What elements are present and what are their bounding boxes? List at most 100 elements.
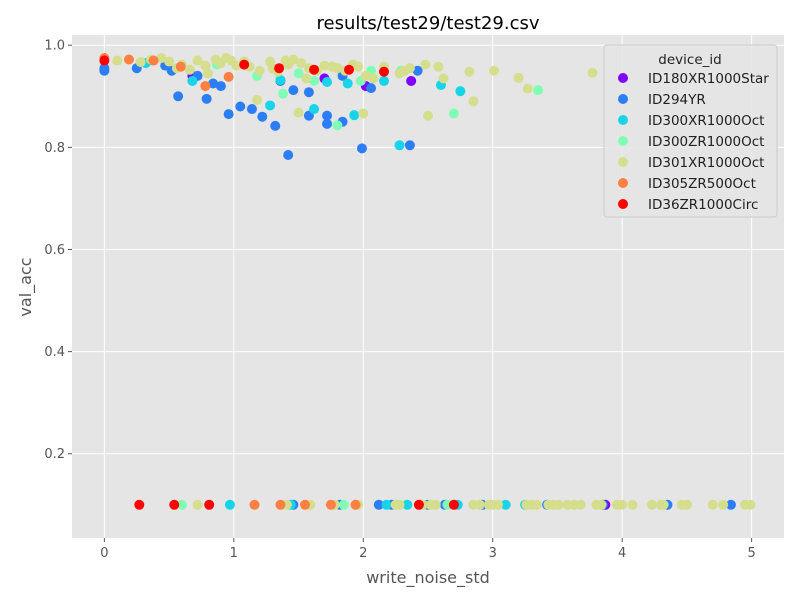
legend-marker <box>618 157 628 167</box>
data-point-id300zr1000oct <box>278 88 289 99</box>
data-point-id294yr <box>201 93 212 104</box>
data-point-id294yr <box>373 499 384 510</box>
data-point-id300zr1000oct <box>293 68 304 79</box>
data-point-id301xr1000oct <box>489 65 500 76</box>
data-point-id301xr1000oct <box>464 66 475 77</box>
legend-box <box>603 44 778 218</box>
data-point-id294yr <box>366 83 377 94</box>
data-point-id305zr500oct <box>350 499 361 510</box>
legend-marker <box>618 199 628 209</box>
y-tick-label: 0.6 <box>44 243 65 258</box>
data-points <box>99 52 756 510</box>
x-tick-label: 5 <box>747 546 755 561</box>
data-point-id301xr1000oct <box>617 499 628 510</box>
x-tick-label: 4 <box>618 546 626 561</box>
data-point-id305zr500oct <box>300 499 311 510</box>
legend-label: ID36ZR1000Circ <box>648 197 758 213</box>
legend-label: ID301XR1000Oct <box>648 155 764 171</box>
data-point-id301xr1000oct <box>474 499 485 510</box>
data-point-id294yr <box>215 81 226 92</box>
x-tick-label: 3 <box>489 546 497 561</box>
data-point-id301xr1000oct <box>164 56 175 67</box>
axis-ticks: 0 1 2 3 4 5 0.2 0.4 0.6 0.8 1.0 <box>44 39 755 561</box>
data-point-id305zr500oct <box>275 499 286 510</box>
data-point-id301xr1000oct <box>681 499 692 510</box>
data-point-id294yr <box>356 143 367 154</box>
data-point-id301xr1000oct <box>231 60 242 71</box>
data-point-id300xr1000oct <box>500 499 511 510</box>
data-point-id301xr1000oct <box>420 59 431 70</box>
data-point-id301xr1000oct <box>513 72 524 83</box>
data-point-id36zr1000circ <box>344 64 355 75</box>
data-point-id301xr1000oct <box>646 499 657 510</box>
data-point-id301xr1000oct <box>587 67 598 78</box>
data-point-id300xr1000oct <box>275 74 286 85</box>
data-point-id294yr <box>235 101 246 112</box>
data-point-id305zr500oct <box>123 54 134 65</box>
data-point-id300xr1000oct <box>322 76 333 87</box>
data-point-id300xr1000oct <box>349 110 360 121</box>
data-point-id305zr500oct <box>325 499 336 510</box>
data-point-id300xr1000oct <box>342 78 353 89</box>
data-point-id301xr1000oct <box>360 70 371 81</box>
data-point-id300xr1000oct <box>265 100 276 111</box>
data-point-id301xr1000oct <box>254 65 265 76</box>
data-point-id301xr1000oct <box>353 61 364 72</box>
data-point-id36zr1000circ <box>204 499 215 510</box>
data-point-id294yr <box>725 499 736 510</box>
data-point-id305zr500oct <box>148 55 159 66</box>
data-point-id305zr500oct <box>223 71 234 82</box>
data-point-id300zr1000oct <box>309 75 320 86</box>
data-point-id300zr1000oct <box>448 108 459 119</box>
data-point-id301xr1000oct <box>301 73 312 84</box>
data-point-id301xr1000oct <box>575 499 586 510</box>
data-point-id301xr1000oct <box>423 110 433 121</box>
data-point-id301xr1000oct <box>319 60 330 71</box>
chart-title: results/test29/test29.csv <box>316 13 539 34</box>
legend-entries: ID180XR1000Star ID294YR ID300XR1000Oct ID30… <box>618 71 769 213</box>
data-point-id36zr1000circ <box>134 499 145 510</box>
data-point-id301xr1000oct <box>658 499 669 510</box>
data-point-id301xr1000oct <box>112 55 123 66</box>
legend-label: ID305ZR500Oct <box>648 176 756 192</box>
data-point-id294yr <box>412 65 423 76</box>
data-point-id300xr1000oct <box>378 75 389 86</box>
data-point-id294yr <box>283 150 294 161</box>
data-point-id301xr1000oct <box>492 499 503 510</box>
x-tick-label: 2 <box>359 546 367 561</box>
legend-marker <box>618 115 628 125</box>
data-point-id301xr1000oct <box>332 63 343 74</box>
data-point-id305zr500oct <box>249 499 260 510</box>
y-axis-label: val_acc <box>16 257 36 316</box>
data-point-id301xr1000oct <box>358 108 369 119</box>
data-point-id301xr1000oct <box>438 73 449 84</box>
data-point-id294yr <box>322 118 333 129</box>
data-point-id294yr <box>322 110 333 121</box>
data-point-id301xr1000oct <box>192 499 203 510</box>
data-point-id300xr1000oct <box>224 499 235 510</box>
data-point-id36zr1000circ <box>378 66 389 77</box>
legend-label: ID300ZR1000Oct <box>648 134 764 150</box>
data-point-id301xr1000oct <box>293 107 304 118</box>
data-point-id300xr1000oct <box>381 499 392 510</box>
data-point-id294yr <box>270 120 281 131</box>
data-point-id294yr <box>223 109 234 120</box>
x-tick-label: 1 <box>230 546 238 561</box>
data-point-id301xr1000oct <box>468 96 479 107</box>
data-point-id301xr1000oct <box>404 63 415 74</box>
data-point-id294yr <box>288 85 299 96</box>
data-point-id301xr1000oct <box>430 499 441 510</box>
data-point-id294yr <box>99 63 110 74</box>
x-axis-label: write_noise_std <box>366 568 490 588</box>
data-point-id301xr1000oct <box>184 64 195 75</box>
data-point-id294yr <box>208 78 219 89</box>
data-point-id305zr500oct <box>200 81 211 92</box>
y-tick-label: 0.2 <box>44 447 65 462</box>
legend-title: device_id <box>658 52 721 68</box>
data-point-id180xr1000star <box>406 75 417 86</box>
legend-marker <box>618 178 628 188</box>
data-point-id301xr1000oct <box>200 60 211 71</box>
data-point-id300zr1000oct <box>332 120 343 131</box>
data-point-id300zr1000oct <box>177 499 188 510</box>
